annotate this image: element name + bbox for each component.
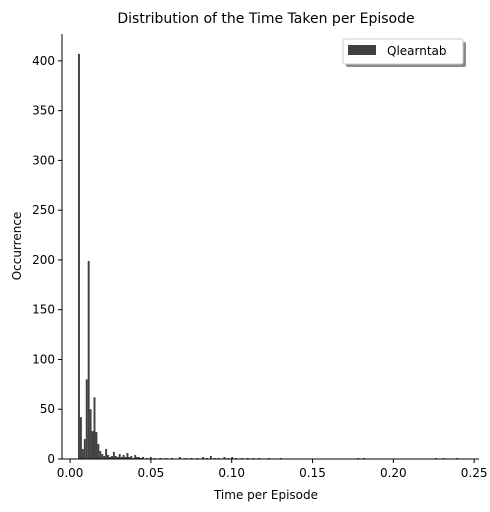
y-tick-label: 0 [47, 452, 55, 466]
histogram-bar [126, 453, 129, 459]
legend-swatch [348, 45, 376, 55]
histogram-bar [116, 457, 119, 459]
x-tick-label: 0.00 [57, 466, 84, 480]
histogram-bar [97, 444, 100, 459]
histogram-bar [134, 455, 137, 459]
x-tick-label: 0.10 [218, 466, 245, 480]
histogram-bar [93, 397, 96, 459]
legend-label-qlearntab: Qlearntab [387, 44, 447, 58]
histogram-bar [87, 260, 90, 459]
y-tick-label: 400 [32, 54, 55, 68]
histogram-bar [85, 379, 88, 459]
histogram-bar [79, 417, 82, 459]
histogram-bar [107, 455, 110, 459]
histogram-bar [178, 457, 181, 459]
histogram-bar [91, 431, 94, 459]
y-tick-label: 200 [32, 253, 55, 267]
histogram-bar [202, 457, 205, 459]
histogram-bar [138, 457, 141, 459]
histogram-bar [231, 457, 234, 459]
histogram-bar [95, 432, 98, 459]
histogram-bar [130, 456, 133, 459]
histogram-bar [118, 454, 121, 459]
histogram-bar [142, 457, 144, 459]
y-tick-label: 350 [32, 104, 55, 118]
histogram-bar [81, 449, 84, 459]
histogram-bar [83, 439, 86, 459]
x-tick-label: 0.20 [380, 466, 407, 480]
histogram-bar [114, 456, 117, 459]
histogram-bar [124, 457, 127, 459]
histogram-bar [99, 451, 102, 459]
histogram-bar [109, 457, 111, 459]
x-tick-label: 0.25 [461, 466, 488, 480]
y-ticks: 0 50 100 150 200 250 300 350 400 [32, 54, 62, 466]
chart-title: Distribution of the Time Taken per Episo… [117, 11, 414, 27]
histogram-bar [89, 409, 92, 459]
histogram-bar [112, 452, 115, 459]
histogram-bar [128, 457, 131, 459]
histogram-bar [136, 457, 139, 459]
y-tick-label: 100 [32, 352, 55, 366]
histogram-bar [122, 455, 125, 459]
y-tick-label: 250 [32, 203, 55, 217]
plot-area: 0.00 0.05 0.10 0.15 0.20 0.25 0 50 100 150 200 250… [32, 34, 488, 480]
histogram-bar [110, 456, 113, 459]
histogram-bar [223, 457, 226, 459]
histogram-bar [103, 456, 106, 459]
plot-background [62, 34, 479, 459]
x-ticks: 0.00 0.05 0.10 0.15 0.20 0.25 [57, 459, 488, 480]
legend: Qlearntab [342, 38, 466, 67]
histogram-bar [78, 53, 80, 459]
y-tick-label: 50 [40, 402, 55, 416]
y-tick-label: 150 [32, 303, 55, 317]
x-axis-label: Time per Episode [213, 488, 318, 502]
y-axis-label: Occurrence [10, 212, 24, 281]
histogram-bar [105, 449, 108, 459]
histogram-bar [120, 457, 123, 459]
x-tick-label: 0.05 [138, 466, 165, 480]
y-tick-label: 300 [32, 153, 55, 167]
histogram-bar [209, 456, 212, 459]
histogram-bar [101, 454, 104, 459]
x-tick-label: 0.15 [299, 466, 326, 480]
histogram-bar [149, 457, 152, 459]
